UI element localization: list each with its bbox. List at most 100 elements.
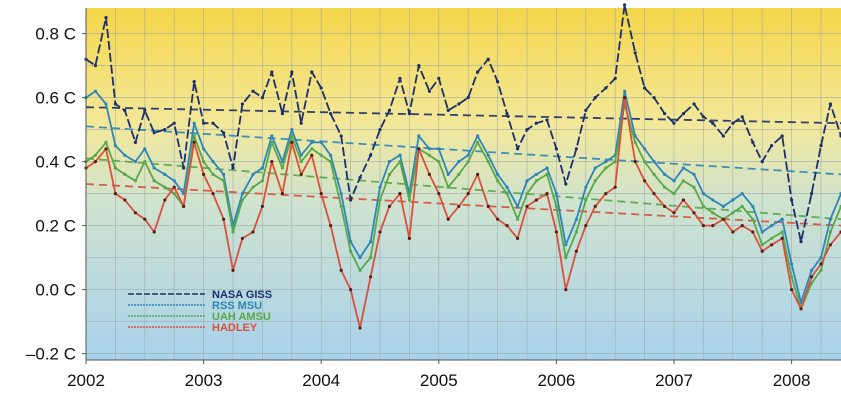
data-point-rss-msu xyxy=(466,153,470,157)
data-point-nasa-giss xyxy=(604,86,608,90)
data-point-nasa-giss xyxy=(740,115,744,119)
data-point-hadley xyxy=(652,192,656,196)
data-point-nasa-giss xyxy=(652,96,656,100)
data-point-nasa-giss xyxy=(339,134,343,138)
data-point-uah-amsu xyxy=(310,147,314,151)
data-point-nasa-giss xyxy=(349,198,353,202)
data-point-rss-msu xyxy=(623,89,627,93)
data-point-rss-msu xyxy=(496,172,500,176)
data-point-hadley xyxy=(231,268,235,272)
data-point-hadley xyxy=(681,198,686,202)
data-point-hadley xyxy=(349,288,353,292)
plot-background xyxy=(86,8,841,360)
y-tick-label: 0.8 C xyxy=(35,25,76,44)
trend-line-nasa-giss xyxy=(85,106,841,125)
data-point-rss-msu xyxy=(751,204,755,208)
data-point-rss-msu xyxy=(299,153,303,157)
data-point-rss-msu xyxy=(760,230,764,234)
data-point-hadley xyxy=(437,192,441,196)
data-point-hadley xyxy=(604,192,608,196)
data-point-hadley xyxy=(368,275,373,279)
data-point-uah-amsu xyxy=(387,172,392,176)
data-point-hadley xyxy=(290,140,294,144)
data-point-uah-amsu xyxy=(290,134,294,138)
data-point-rss-msu xyxy=(427,147,431,151)
data-point-hadley xyxy=(299,172,303,176)
data-point-uah-amsu xyxy=(221,179,226,183)
data-point-nasa-giss xyxy=(701,115,706,119)
data-point-hadley xyxy=(593,204,597,208)
data-point-hadley xyxy=(525,204,529,208)
data-point-rss-msu xyxy=(240,192,245,196)
data-point-rss-msu xyxy=(692,172,696,176)
x-tick-label: 2008 xyxy=(773,371,811,390)
data-point-hadley xyxy=(270,160,274,164)
data-point-nasa-giss xyxy=(202,121,206,125)
data-point-hadley xyxy=(192,140,196,144)
data-point-rss-msu xyxy=(104,102,108,106)
data-point-hadley xyxy=(515,236,520,240)
data-point-rss-msu xyxy=(387,160,392,164)
y-tick-label: 0.6 C xyxy=(35,89,76,108)
data-point-rss-msu xyxy=(731,198,735,202)
data-point-hadley xyxy=(770,243,774,247)
data-point-uah-amsu xyxy=(751,217,755,221)
data-point-nasa-giss xyxy=(143,108,147,112)
data-point-nasa-giss xyxy=(113,102,118,106)
data-point-hadley xyxy=(143,217,147,221)
data-point-uah-amsu xyxy=(574,230,578,234)
data-point-uah-amsu xyxy=(780,230,784,234)
data-point-hadley xyxy=(93,160,98,164)
data-point-rss-msu xyxy=(368,240,373,244)
data-point-uah-amsu xyxy=(299,160,303,164)
data-point-nasa-giss xyxy=(760,160,764,164)
data-point-uah-amsu xyxy=(672,192,676,196)
data-point-rss-msu xyxy=(290,128,294,132)
data-point-uah-amsu xyxy=(525,192,529,196)
data-point-rss-msu xyxy=(417,134,421,138)
data-point-hadley xyxy=(387,204,392,208)
data-point-hadley xyxy=(152,230,156,234)
data-point-nasa-giss xyxy=(525,128,529,132)
data-point-nasa-giss xyxy=(476,70,480,74)
data-point-rss-msu xyxy=(740,192,744,196)
data-point-uah-amsu xyxy=(270,140,274,144)
data-point-uah-amsu xyxy=(770,236,774,240)
data-point-nasa-giss xyxy=(613,76,617,80)
data-point-uah-amsu xyxy=(133,179,137,183)
data-point-hadley xyxy=(692,211,696,215)
data-point-uah-amsu xyxy=(123,172,127,176)
data-point-uah-amsu xyxy=(486,160,490,164)
data-point-nasa-giss xyxy=(574,147,578,151)
data-point-hadley xyxy=(280,192,284,196)
data-point-nasa-giss xyxy=(770,144,774,148)
data-point-nasa-giss xyxy=(496,80,500,84)
data-point-uah-amsu xyxy=(231,230,235,234)
data-point-rss-msu xyxy=(270,134,274,138)
data-point-uah-amsu xyxy=(329,160,333,164)
data-point-rss-msu xyxy=(486,153,490,157)
data-point-uah-amsu xyxy=(407,198,412,202)
data-point-nasa-giss xyxy=(711,121,715,125)
data-point-nasa-giss xyxy=(240,102,245,106)
data-point-hadley xyxy=(446,217,450,221)
data-point-rss-msu xyxy=(819,256,823,260)
data-point-hadley xyxy=(339,268,343,272)
data-point-hadley xyxy=(828,243,833,247)
data-point-hadley xyxy=(398,192,402,196)
data-point-rss-msu xyxy=(662,172,667,176)
data-point-hadley xyxy=(457,204,461,208)
data-point-nasa-giss xyxy=(799,240,803,244)
data-point-rss-msu xyxy=(574,217,578,221)
data-point-hadley xyxy=(731,230,735,234)
x-tick-label: 2002 xyxy=(67,371,105,390)
data-point-hadley xyxy=(133,211,137,215)
data-point-nasa-giss xyxy=(457,102,461,106)
data-point-nasa-giss xyxy=(211,121,215,125)
data-point-nasa-giss xyxy=(623,3,627,7)
x-tick-label: 2003 xyxy=(185,371,223,390)
data-point-nasa-giss xyxy=(398,76,402,80)
data-point-uah-amsu xyxy=(496,179,500,183)
data-point-nasa-giss xyxy=(358,176,362,180)
